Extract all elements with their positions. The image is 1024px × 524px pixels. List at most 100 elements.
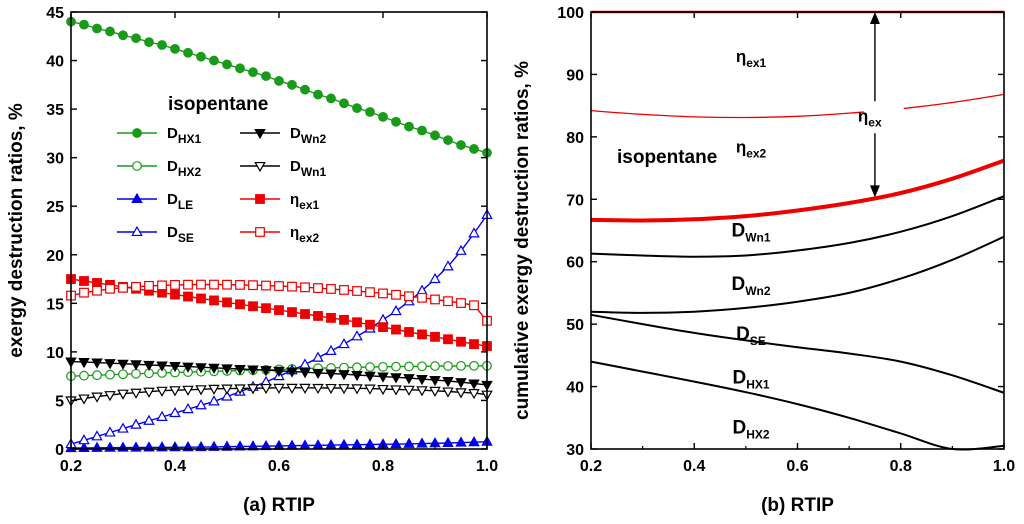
data-point <box>234 364 246 376</box>
data-point <box>469 360 479 371</box>
data-point <box>131 33 141 44</box>
data-point <box>378 322 388 333</box>
data-point <box>430 130 440 141</box>
data-point <box>299 358 311 369</box>
data-point <box>377 384 389 396</box>
data-point <box>339 314 349 325</box>
data-point <box>234 440 246 451</box>
data-point <box>130 360 142 371</box>
data-point <box>326 313 336 323</box>
data-point <box>443 135 453 146</box>
data-point <box>195 399 207 410</box>
data-point <box>169 362 181 373</box>
data-point <box>391 361 401 372</box>
data-point <box>182 362 194 373</box>
legend-marker <box>132 128 142 138</box>
data-point <box>157 40 167 50</box>
data-point <box>456 140 466 150</box>
y-tick-label: 20 <box>46 248 64 265</box>
data-point <box>455 388 467 399</box>
data-point <box>442 436 454 448</box>
data-point <box>196 293 206 304</box>
data-point <box>91 358 103 369</box>
legend-marker <box>255 194 265 204</box>
y-tick-label: 80 <box>566 130 584 147</box>
data-point <box>365 287 375 298</box>
data-point <box>182 403 194 414</box>
curve-boundary-hx1 <box>590 313 1005 394</box>
y-tick-label: 30 <box>46 151 64 168</box>
data-point <box>404 361 414 372</box>
data-point <box>248 67 258 78</box>
series-d-wn2 <box>65 357 493 392</box>
data-point <box>300 84 310 95</box>
data-point <box>235 299 245 310</box>
data-point <box>338 370 350 381</box>
data-point <box>325 344 337 355</box>
legend-marker <box>131 225 143 237</box>
curve-boundary-wn1 <box>590 158 1005 223</box>
arrow-head-top <box>869 12 880 24</box>
series-d-se <box>65 208 493 449</box>
data-point <box>234 384 246 395</box>
region-label-d-wn2: DWn2 <box>731 274 770 298</box>
data-point <box>468 227 480 238</box>
chart-a: 0.2 0.4 0.6 0.8 1.0 0 5 10 15 20 25 30 35 40 45 exergy … <box>6 5 498 516</box>
y-tick-label: 50 <box>566 317 584 334</box>
data-point <box>104 391 116 402</box>
data-point <box>299 383 311 394</box>
data-point <box>455 378 467 389</box>
legend-item-d-hx1: DHX1 <box>117 125 202 146</box>
x-tick-label: 0.8 <box>372 458 394 475</box>
data-point <box>312 383 324 395</box>
y-tick-label: 25 <box>46 199 64 216</box>
data-point <box>416 375 428 386</box>
data-point <box>261 280 271 291</box>
data-point <box>208 384 220 395</box>
curve-boundary-wn2 <box>590 195 1005 258</box>
legend-label: DSE <box>167 224 194 245</box>
data-point <box>351 330 363 341</box>
y-tick-label: 10 <box>46 345 64 362</box>
chart-caption: (b) RTIP <box>761 495 834 516</box>
annotation-isopentane: isopentane <box>617 147 717 168</box>
data-point <box>209 55 219 66</box>
data-point <box>469 339 479 350</box>
data-point <box>79 276 89 286</box>
data-point <box>429 272 441 284</box>
data-point <box>378 361 388 372</box>
data-point <box>365 107 375 117</box>
data-point <box>143 414 155 425</box>
data-point <box>105 369 115 380</box>
x-tick-label: 0.2 <box>60 458 82 475</box>
data-point <box>105 283 115 294</box>
data-point <box>91 392 103 403</box>
data-point <box>391 289 401 300</box>
legend-marker <box>254 128 266 140</box>
label-backdrop <box>863 101 904 134</box>
x-tick-label: 0.4 <box>683 458 705 475</box>
legend-marker <box>131 192 143 204</box>
curve-boundary-hx2 <box>590 360 1005 451</box>
data-point <box>195 363 207 374</box>
legend-item-d-hx2: DHX2 <box>117 158 202 179</box>
data-point <box>78 394 90 405</box>
region-label-eta-ex2: ηex2 <box>736 137 767 160</box>
x-tick-label: 1.0 <box>993 458 1015 475</box>
data-point <box>403 385 415 396</box>
legend-item-d-wn2: DWn2 <box>240 125 327 146</box>
data-point <box>156 410 168 421</box>
data-point <box>104 359 116 370</box>
arrow-head-bottom <box>869 185 880 198</box>
data-point <box>261 303 271 314</box>
data-point <box>182 385 194 396</box>
x-tick-label: 0.2 <box>580 458 602 475</box>
y-tick-label: 100 <box>557 5 584 22</box>
data-point <box>468 436 480 447</box>
y-axis-label: cumulative exergy destruction ratios, % <box>512 61 533 420</box>
data-point <box>274 76 284 86</box>
data-point <box>130 388 142 399</box>
legend-label: DHX1 <box>167 125 202 146</box>
legend-item-eta-ex1: ηex1 <box>240 191 320 212</box>
y-tick-label: 15 <box>46 296 64 313</box>
